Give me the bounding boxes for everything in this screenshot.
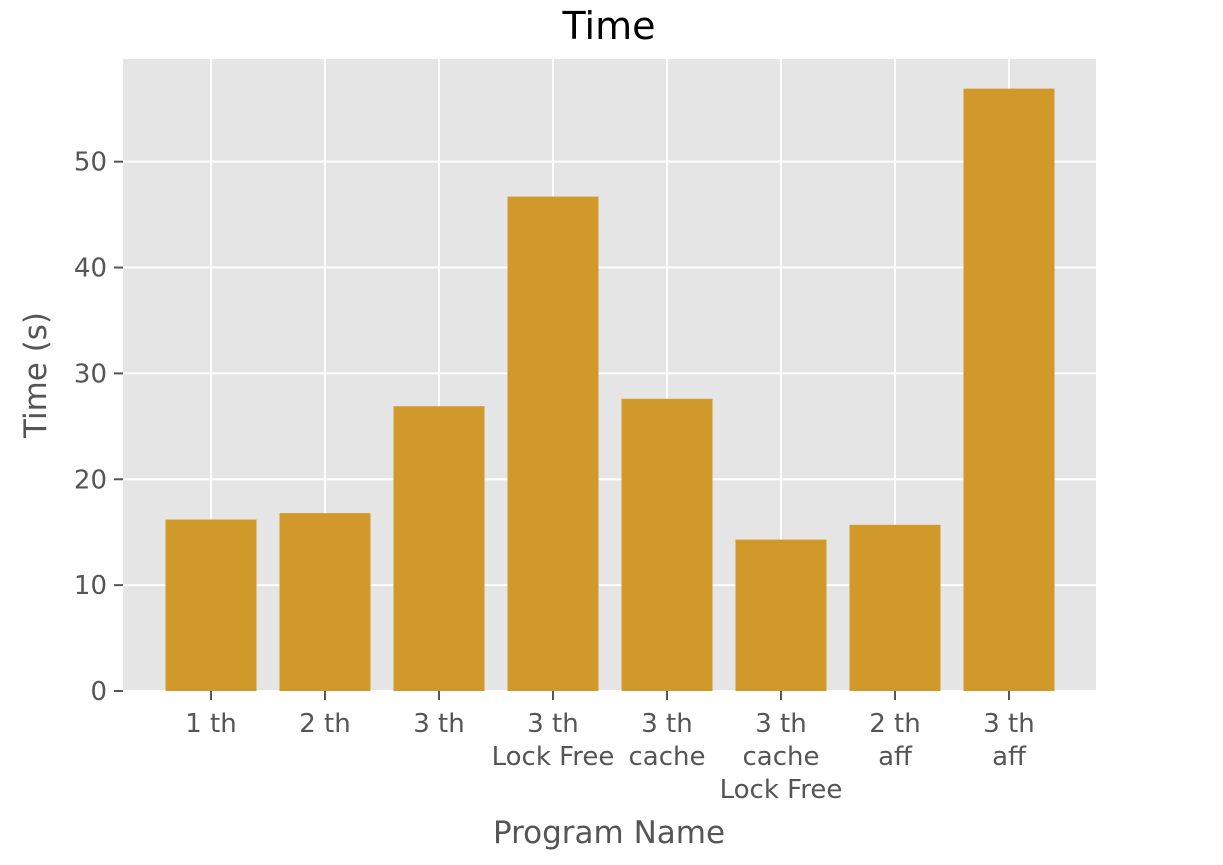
- bar: [963, 88, 1055, 691]
- x-tick-label: 3 th cache Lock Free: [720, 709, 843, 805]
- y-tick-label: 30: [74, 359, 107, 389]
- y-tick-label: 40: [74, 254, 107, 284]
- plot-area: [123, 59, 1096, 691]
- y-tick-label: 20: [74, 465, 107, 495]
- x-axis-label: Program Name: [493, 815, 725, 851]
- x-tick-label: 3 th cache: [629, 709, 706, 772]
- bar: [393, 406, 485, 691]
- y-tick-label: 0: [90, 677, 107, 707]
- y-axis: 0 10 20 30 40 50: [74, 148, 123, 707]
- y-tick-label: 50: [74, 148, 107, 178]
- y-axis-label: Time (s): [18, 312, 54, 439]
- x-tick-label: 2 th aff: [869, 709, 920, 772]
- bar: [735, 539, 827, 691]
- bar: [279, 513, 371, 691]
- bar: [621, 398, 713, 691]
- chart-title: Time: [562, 4, 656, 48]
- bar: [849, 524, 941, 691]
- x-tick-label: 3 th aff: [983, 709, 1034, 772]
- bars: [165, 88, 1055, 691]
- bar: [507, 196, 599, 691]
- x-tick-label: 1 th: [185, 709, 236, 739]
- x-tick-label: 2 th: [299, 709, 350, 739]
- x-tick-label: 3 th Lock Free: [492, 709, 615, 772]
- y-tick-label: 10: [74, 571, 107, 601]
- bar: [165, 519, 257, 691]
- x-tick-label: 3 th: [413, 709, 464, 739]
